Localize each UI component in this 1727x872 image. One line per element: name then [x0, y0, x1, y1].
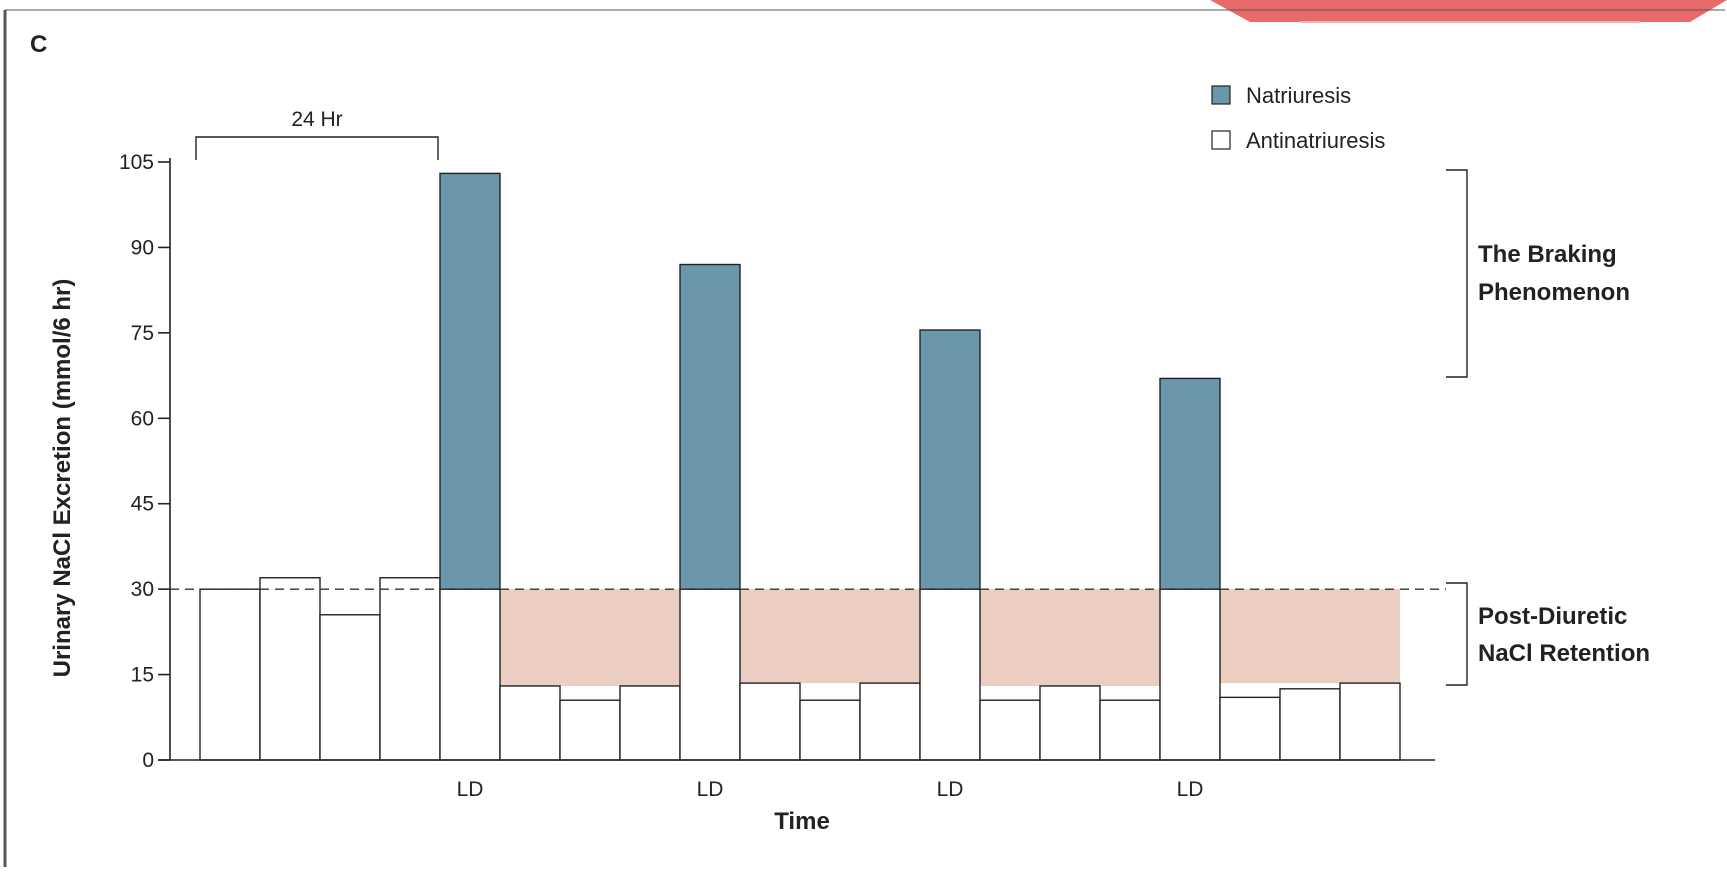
x-tick-label-ld: LD — [457, 778, 484, 801]
antinatriuresis-bar — [979, 699, 1041, 761]
x-tick-label-ld: LD — [937, 778, 964, 801]
y-tick-label: 75 — [131, 322, 154, 345]
y-tick-label: 105 — [119, 151, 154, 174]
retention-label-line-2: NaCl Retention — [1478, 640, 1650, 667]
legend-label-natriuresis: Natriuresis — [1246, 83, 1351, 108]
braking-bracket — [1446, 169, 1468, 378]
antinatriuresis-bar — [559, 699, 621, 761]
legend-swatch-antinatriuresis — [1211, 130, 1231, 150]
braking-annotation: The Braking Phenomenon — [1446, 169, 1630, 378]
antinatriuresis-bar — [1279, 688, 1341, 761]
y-axis-label: Urinary NaCl Excretion (mmol/6 hr) — [49, 279, 76, 678]
panel-label: C — [30, 31, 47, 58]
retention-region — [1220, 589, 1400, 684]
x-axis-label: Time — [774, 808, 830, 835]
legend-swatch-natriuresis — [1211, 85, 1231, 105]
retention-region — [500, 589, 680, 686]
y-tick-label: 45 — [131, 493, 154, 516]
retention-region — [980, 589, 1160, 686]
natriuresis-bar — [1159, 377, 1221, 590]
y-tick-label: 15 — [131, 664, 154, 687]
retention-label-line-1: Post-Diuretic — [1478, 603, 1627, 630]
antinatriuresis-bar — [859, 682, 921, 761]
x-tick-label-ld: LD — [697, 778, 724, 801]
retention-regions — [500, 589, 1400, 686]
y-tick-label: 90 — [131, 236, 154, 259]
x-tick-labels: LD LD LD LD — [457, 778, 1204, 801]
x-tick-label-ld: LD — [1177, 778, 1204, 801]
retention-bracket — [1446, 582, 1468, 686]
antinatriuresis-bar — [1099, 699, 1161, 761]
legend: Natriuresis Antinatriuresis — [1211, 83, 1385, 153]
antinatriuresis-bar — [379, 577, 441, 761]
window-accent-shape — [1210, 0, 1727, 22]
antinatriuresis-bar — [1039, 685, 1101, 761]
antinatriuresis-bar — [319, 614, 381, 761]
antinatriuresis-bar — [439, 588, 501, 761]
bars — [199, 172, 1401, 761]
antinatriuresis-bar — [499, 685, 561, 761]
antinatriuresis-bar — [919, 588, 981, 761]
interval-label: 24 Hr — [291, 108, 342, 131]
y-tick-label: 30 — [131, 578, 154, 601]
braking-label-line-1: The Braking — [1478, 241, 1617, 268]
interval-bracket: 24 Hr — [195, 108, 439, 160]
y-tick-label: 60 — [131, 407, 154, 430]
antinatriuresis-bar — [1159, 588, 1221, 761]
retention-region — [740, 589, 920, 684]
retention-annotation: Post-Diuretic NaCl Retention — [1446, 582, 1650, 686]
natriuresis-bar — [679, 263, 741, 590]
natriuresis-bar — [919, 329, 981, 590]
natriuresis-bar — [439, 172, 501, 590]
antinatriuresis-bar — [1219, 696, 1281, 761]
antinatriuresis-bar — [619, 685, 681, 761]
antinatriuresis-bar — [739, 682, 801, 761]
antinatriuresis-bar — [679, 588, 741, 761]
axes: 0 15 30 45 60 75 90 105 — [119, 151, 1435, 772]
y-tick-label: 0 — [142, 749, 154, 772]
interval-bracket-line — [195, 136, 439, 160]
antinatriuresis-bar — [799, 699, 861, 761]
antinatriuresis-bar — [259, 577, 321, 761]
braking-label-line-2: Phenomenon — [1478, 279, 1630, 306]
antinatriuresis-bar — [199, 588, 261, 761]
legend-label-antinatriuresis: Antinatriuresis — [1246, 128, 1385, 153]
antinatriuresis-bar — [1339, 682, 1401, 761]
